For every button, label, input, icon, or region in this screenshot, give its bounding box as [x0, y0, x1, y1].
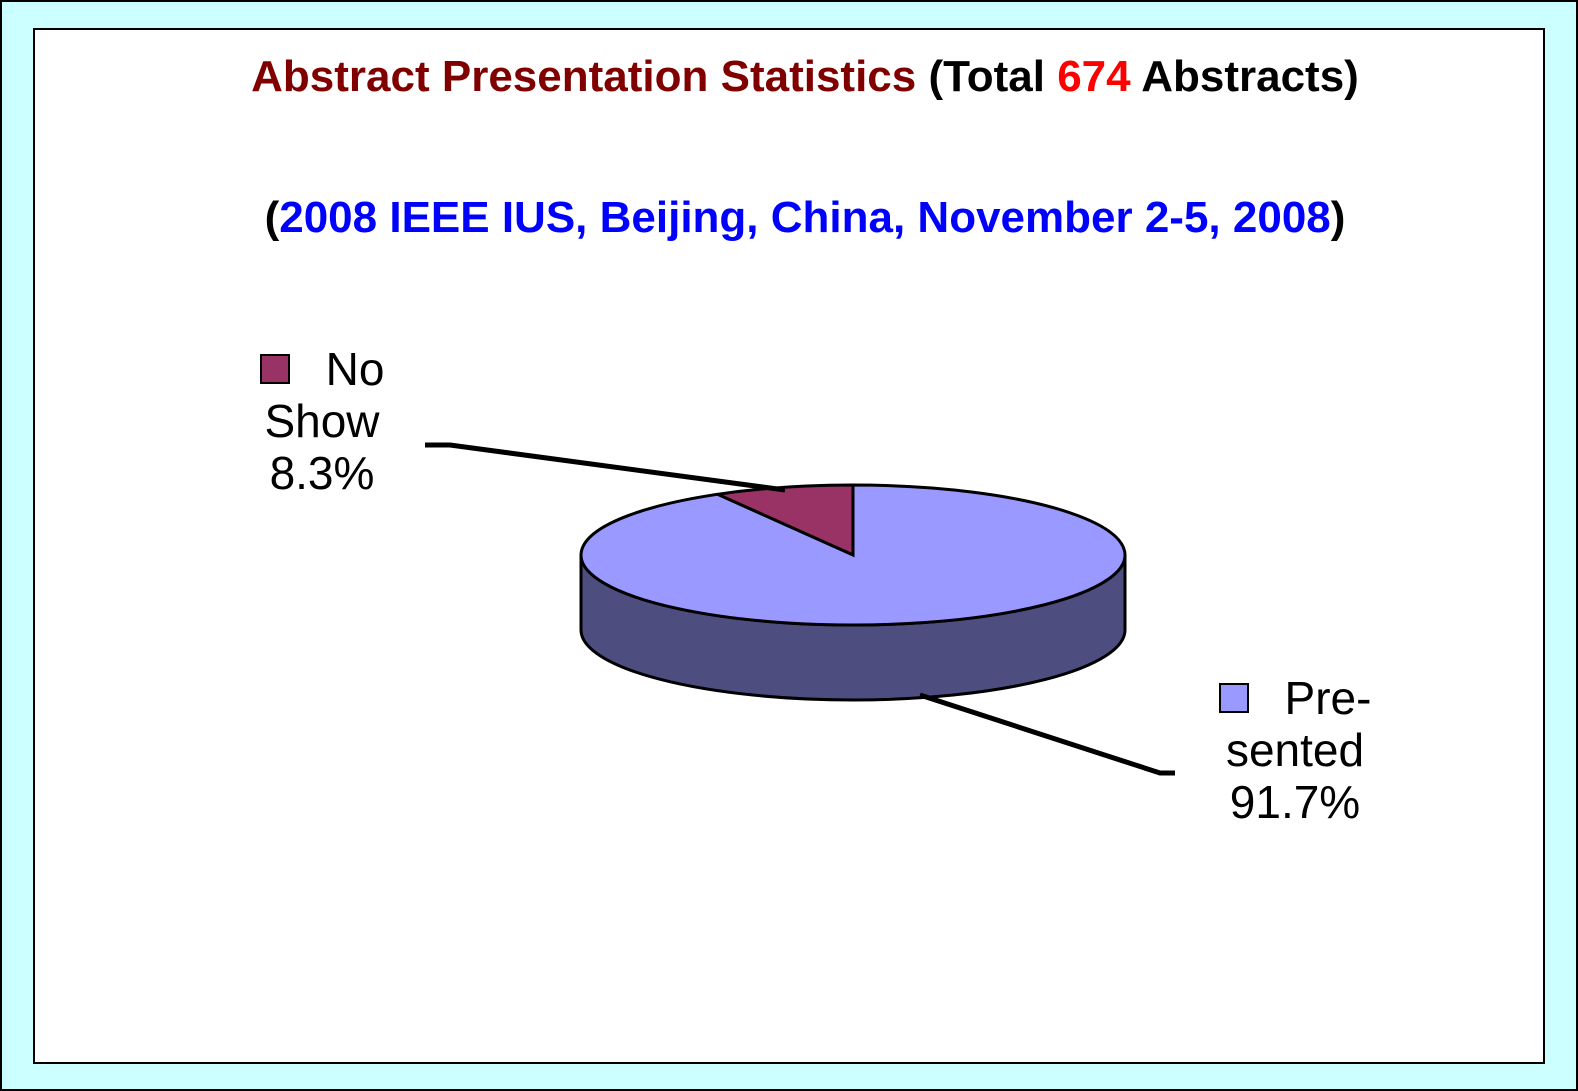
chart-subtitle: (2008 IEEE IUS, Beijing, China, November… [105, 183, 1505, 253]
subtitle-part: 2008 IEEE IUS, Beijing, China, November … [279, 193, 1331, 242]
subtitle-part: ) [1330, 193, 1346, 242]
data-label: No Show 8.3% [222, 343, 422, 499]
value-label: 8.3% [269, 447, 375, 499]
title-part: Abstracts) [1141, 52, 1359, 101]
title-part: Abstract Presentation Statistics [251, 52, 917, 101]
subtitle-part: ( [264, 193, 280, 242]
leader-line [919, 692, 1175, 776]
value-label: 91.7% [1229, 776, 1361, 828]
title-part: 674 [1057, 52, 1131, 101]
data-label: Pre-sented 91.7% [1180, 672, 1410, 828]
legend-key [1218, 682, 1249, 713]
legend-label: Pre-sented [1225, 672, 1372, 776]
chart-title: Abstract Presentation Statistics (Total … [205, 42, 1405, 112]
pie-slice [579, 483, 1127, 627]
title-part: (Total [928, 52, 1045, 101]
legend-key [259, 353, 290, 384]
leader-line [425, 442, 786, 493]
legend-label: No Show [264, 343, 385, 447]
